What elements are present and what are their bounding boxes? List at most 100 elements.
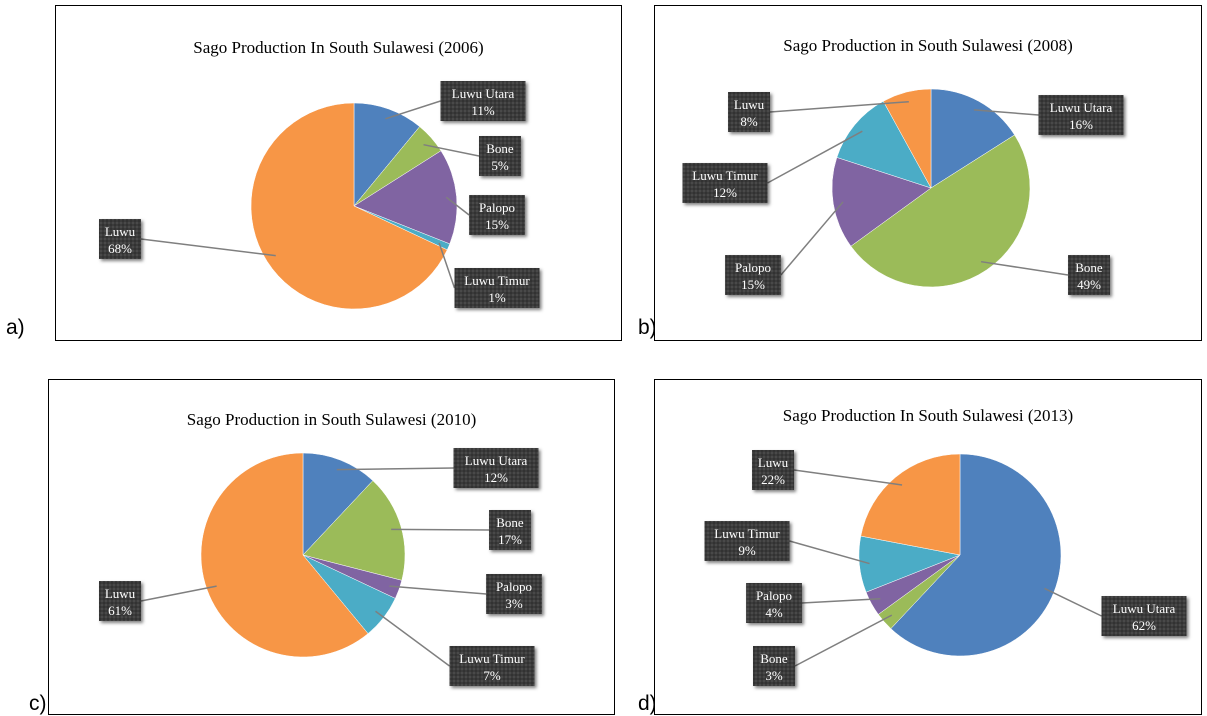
- panel-letter-c: c): [29, 692, 47, 715]
- slice-name: Palopo: [756, 588, 792, 603]
- pie-slice-luwu-utara: [302, 452, 374, 556]
- slice-percent: 22%: [761, 472, 785, 487]
- chart-2006: Sago Production In South Sulawesi (2006)…: [55, 5, 622, 341]
- leader-lines: [789, 469, 1102, 667]
- data-label-luwu-utara: Luwu Utara 12%: [453, 448, 539, 488]
- data-labels: Luwu Utara 62% Bone 3% Palopo 4% Luwu Timur 9% L…: [704, 450, 1187, 686]
- pie-chart: Luwu Utara 62% Bone 3% Palopo 4% Luwu Timur 9% L…: [704, 450, 1187, 686]
- leader-line: [769, 100, 909, 113]
- label-box: [479, 136, 521, 176]
- leader-line: [794, 614, 893, 667]
- slice-percent: 62%: [1132, 618, 1156, 633]
- chart-2010: Sago Production in South Sulawesi (2010)…: [48, 379, 615, 715]
- label-box: [489, 510, 531, 550]
- slice-name: Luwu: [105, 224, 136, 239]
- data-label-luwu-utara: Luwu Utara 16%: [1038, 95, 1124, 135]
- slice-name: Palopo: [735, 260, 771, 275]
- slice-name: Luwu Utara: [1113, 601, 1176, 616]
- chart-title: Sago Production in South Sulawesi (2010): [186, 410, 477, 429]
- label-box: [1038, 95, 1124, 135]
- slice-percent: 12%: [713, 185, 737, 200]
- slice-percent: 61%: [108, 603, 132, 618]
- data-label-luwu-timur: Luwu Timur 7%: [449, 646, 535, 686]
- leader-lines: [767, 100, 1069, 276]
- slice-name: Palopo: [496, 579, 532, 594]
- leader-line: [389, 585, 487, 595]
- leader-line: [973, 109, 1039, 116]
- slice-name: Luwu Timur: [464, 273, 530, 288]
- slice-percent: 15%: [741, 277, 765, 292]
- label-box: [99, 581, 141, 621]
- leader-line: [789, 540, 870, 565]
- data-label-bone: Bone 49%: [1068, 255, 1110, 295]
- label-box: [440, 81, 526, 121]
- label-box: [682, 163, 768, 203]
- leader-line: [445, 196, 470, 216]
- label-box: [453, 448, 539, 488]
- label-box: [454, 268, 540, 308]
- leader-line: [423, 143, 480, 157]
- slice-percent: 68%: [108, 241, 132, 256]
- leader-line: [767, 130, 863, 184]
- label-box: [469, 195, 525, 235]
- slice-name: Luwu Timur: [692, 168, 758, 183]
- data-label-luwu-utara: Luwu Utara 11%: [440, 81, 526, 121]
- slice-percent: 3%: [765, 668, 783, 683]
- label-box: [704, 521, 790, 561]
- chart-2008: Sago Production in South Sulawesi (2008)…: [654, 5, 1202, 341]
- label-box: [1101, 596, 1187, 636]
- leader-line: [385, 100, 441, 120]
- label-box: [1068, 255, 1110, 295]
- slice-name: Luwu Utara: [1050, 100, 1113, 115]
- chart-title: Sago Production In South Sulawesi (2013): [782, 406, 1074, 425]
- data-label-luwu-utara: Luwu Utara 62%: [1101, 596, 1187, 636]
- pie-slices: [200, 452, 406, 658]
- leader-line: [801, 598, 881, 604]
- slice-percent: 9%: [738, 543, 756, 558]
- chart-2013: Sago Production In South Sulawesi (2013)…: [654, 379, 1202, 715]
- slice-name: Luwu Utara: [465, 453, 528, 468]
- slice-name: Luwu: [734, 97, 765, 112]
- slice-name: Luwu Timur: [714, 526, 780, 541]
- label-box: [449, 646, 535, 686]
- data-label-luwu: Luwu 22%: [752, 450, 794, 490]
- pie-slice-luwu-utara: [930, 88, 1015, 189]
- slice-percent: 49%: [1077, 277, 1101, 292]
- label-box: [728, 92, 770, 132]
- slice-name: Bone: [486, 141, 514, 156]
- pie-slice-luwu: [882, 88, 932, 189]
- pie-slices: [858, 453, 1062, 657]
- slice-name: Bone: [760, 651, 788, 666]
- slice-percent: 8%: [740, 114, 758, 129]
- pie-slice-luwu-utara: [353, 102, 421, 207]
- slice-name: Luwu: [105, 586, 136, 601]
- panel-letter-a: a): [6, 316, 25, 339]
- slice-percent: 4%: [765, 605, 783, 620]
- label-box: [486, 574, 542, 614]
- label-box: [752, 450, 794, 490]
- slice-percent: 7%: [483, 668, 501, 683]
- pie-slice-luwu-timur: [836, 100, 932, 189]
- leader-line: [375, 610, 450, 667]
- slice-percent: 3%: [505, 596, 523, 611]
- slice-percent: 1%: [488, 290, 506, 305]
- leader-line: [140, 585, 217, 602]
- slice-name: Bone: [496, 515, 524, 530]
- leader-line: [336, 467, 454, 471]
- label-box: [99, 219, 141, 259]
- data-label-bone: Bone 3%: [753, 646, 795, 686]
- slice-name: Luwu: [758, 455, 789, 470]
- leader-lines: [140, 100, 480, 289]
- pie-chart: Luwu Utara 16% Bone 49% Palopo 15% Luwu Timur 1…: [682, 88, 1124, 295]
- slice-name: Luwu Timur: [459, 651, 525, 666]
- pie-slices: [831, 88, 1031, 288]
- panel-letter-d: d): [638, 692, 657, 715]
- leader-line: [793, 469, 903, 486]
- leader-line: [1044, 587, 1102, 617]
- pie-slices: [250, 102, 458, 310]
- slice-percent: 12%: [484, 470, 508, 485]
- slice-name: Bone: [1075, 260, 1103, 275]
- pie-slice-palopo: [353, 150, 458, 245]
- leader-line: [140, 238, 276, 257]
- label-box: [746, 583, 802, 623]
